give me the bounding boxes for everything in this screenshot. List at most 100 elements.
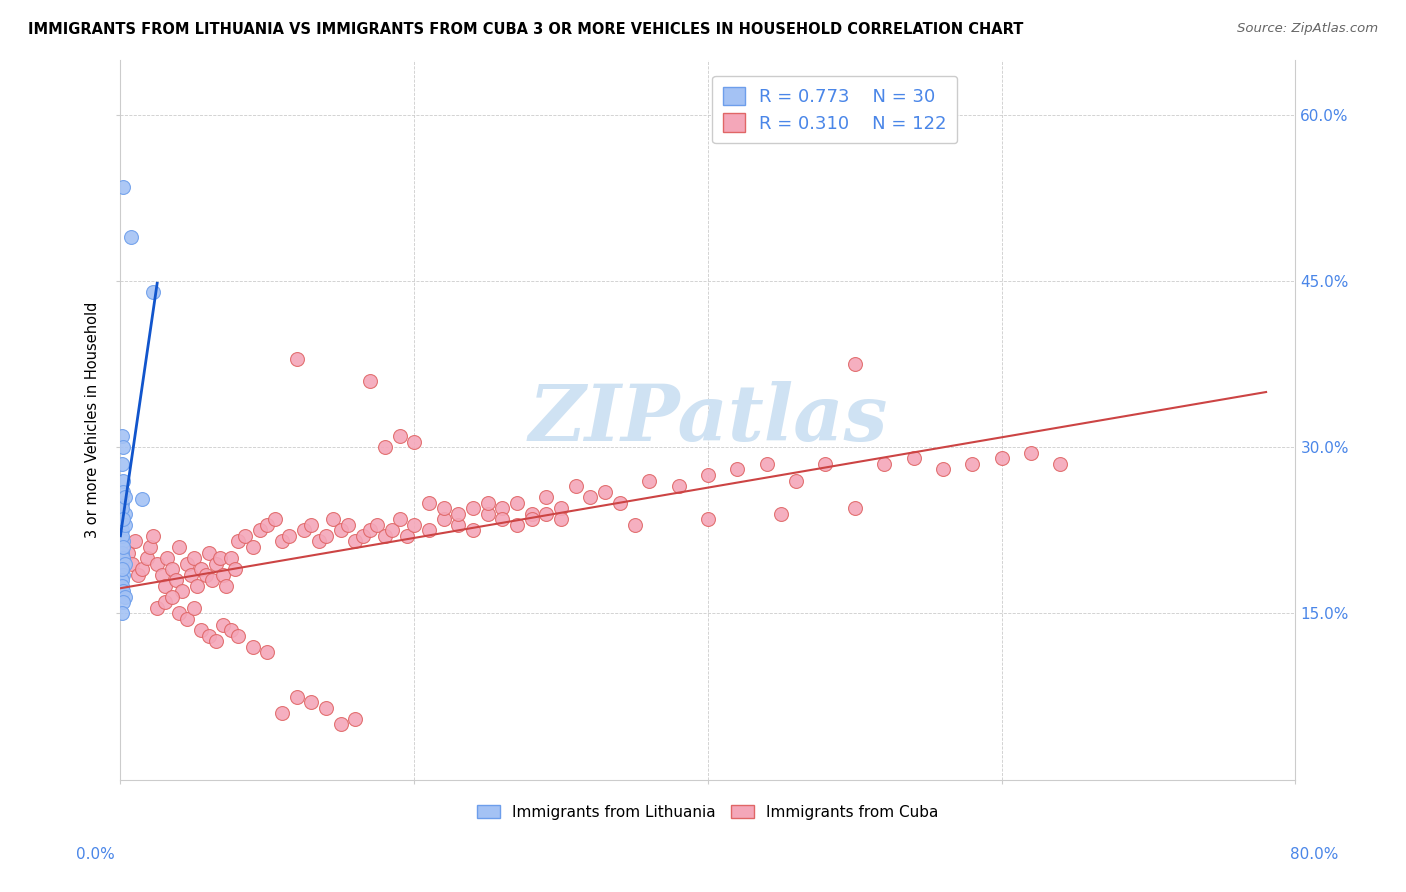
Point [638,474,661,488]
Point [146,557,169,571]
Point [271,534,294,549]
Point [112,512,135,526]
Legend: Immigrants from Lithuania, Immigrants from Cuba: Immigrants from Lithuania, Immigrants fr… [471,798,945,826]
Point [167,540,190,554]
Point [337,517,360,532]
Point [755,457,778,471]
Point [114,590,136,604]
Point [329,524,352,538]
Point [432,501,454,516]
Point [359,524,381,538]
Point [697,467,720,482]
Point [111,562,134,576]
Point [932,462,955,476]
Point [447,507,470,521]
Point [285,690,308,704]
Point [418,524,440,538]
Point [127,567,149,582]
Point [609,496,631,510]
Point [114,557,136,571]
Point [477,496,499,510]
Point [112,180,135,194]
Point [491,501,513,516]
Point [593,484,616,499]
Point [167,607,190,621]
Point [111,607,134,621]
Text: IMMIGRANTS FROM LITHUANIA VS IMMIGRANTS FROM CUBA 3 OR MORE VEHICLES IN HOUSEHOL: IMMIGRANTS FROM LITHUANIA VS IMMIGRANTS … [28,22,1024,37]
Point [121,557,143,571]
Point [153,595,176,609]
Point [111,529,134,543]
Point [668,479,690,493]
Text: 80.0%: 80.0% [1291,847,1339,862]
Point [550,512,572,526]
Point [322,512,344,526]
Point [114,517,136,532]
Point [374,529,396,543]
Point [124,534,146,549]
Point [111,524,134,538]
Point [520,507,543,521]
Point [962,457,984,471]
Point [388,429,411,443]
Point [112,474,135,488]
Point [477,507,499,521]
Point [352,529,374,543]
Point [461,501,484,516]
Point [212,617,235,632]
Point [111,573,134,587]
Point [623,517,645,532]
Text: 0.0%: 0.0% [76,847,115,862]
Point [160,562,183,576]
Point [160,590,183,604]
Point [117,545,139,559]
Point [506,496,529,510]
Point [278,529,301,543]
Point [374,440,396,454]
Point [990,451,1012,466]
Point [131,492,153,507]
Point [315,529,337,543]
Point [112,595,135,609]
Point [256,645,278,659]
Point [285,351,308,366]
Point [219,623,242,637]
Text: Source: ZipAtlas.com: Source: ZipAtlas.com [1237,22,1378,36]
Point [146,601,169,615]
Text: ZIPatlas: ZIPatlas [529,382,887,458]
Point [770,507,793,521]
Y-axis label: 3 or more Vehicles in Household: 3 or more Vehicles in Household [86,301,100,538]
Point [725,462,748,476]
Point [111,429,134,443]
Point [249,524,271,538]
Point [153,579,176,593]
Point [550,501,572,516]
Point [112,567,135,582]
Point [212,567,235,582]
Point [111,457,134,471]
Point [292,524,315,538]
Point [404,434,426,449]
Point [844,501,866,516]
Point [112,440,135,454]
Point [219,551,242,566]
Point [366,517,388,532]
Point [183,601,205,615]
Point [579,490,602,504]
Point [215,579,238,593]
Point [114,490,136,504]
Point [226,534,249,549]
Point [506,517,529,532]
Point [395,529,418,543]
Point [111,545,134,559]
Point [114,507,136,521]
Point [205,634,228,648]
Point [183,551,205,566]
Point [432,512,454,526]
Point [180,567,202,582]
Point [112,534,135,549]
Point [536,507,558,521]
Point [142,529,165,543]
Point [112,484,135,499]
Point [344,712,367,726]
